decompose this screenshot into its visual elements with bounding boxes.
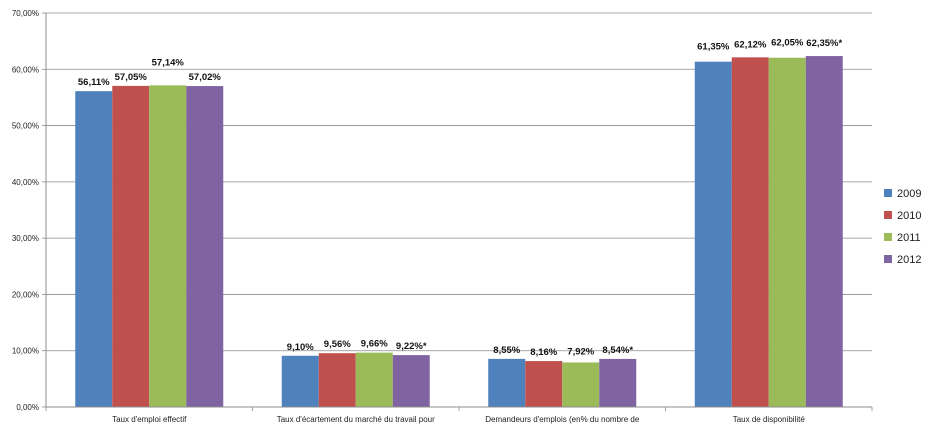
data-label-2010-0: 57,05%: [115, 72, 148, 83]
legend-label-2010: 2010: [897, 210, 921, 222]
category-label-3: Taux de disponibilité: [733, 415, 806, 424]
bar-2011-2: [562, 362, 600, 407]
y-tick-label: 30,00%: [12, 234, 39, 243]
data-label-2011-1: 9,66%: [361, 339, 388, 350]
data-label-2011-3: 62,05%: [771, 38, 804, 49]
bar-2010-1: [318, 353, 356, 407]
y-axis-ticks: 0,00% 10,00% 20,00% 30,00% 40,00% 50,00% 60,00…: [12, 9, 46, 412]
data-label-2010-1: 9,56%: [324, 339, 351, 350]
y-tick-label: 60,00%: [12, 65, 39, 74]
legend-swatch-2010: [884, 211, 892, 219]
y-tick-label: 0,00%: [16, 403, 39, 412]
data-label-2009-0: 56,11%: [78, 77, 110, 88]
data-label-2011-0: 57,14%: [152, 57, 185, 68]
bar-2010-3: [731, 57, 769, 407]
data-label-2010-3: 62,12%: [734, 39, 767, 50]
category-label-2: Demandeurs d'emplois (en% du nombre de: [485, 415, 640, 424]
y-tick-label: 70,00%: [12, 9, 39, 18]
legend-swatch-2012: [884, 255, 892, 263]
data-label-2012-0: 57,02%: [189, 72, 222, 83]
bar-2012-2: [599, 358, 637, 407]
bar-2010-0: [112, 85, 150, 407]
category-label-1: Taux d'écartement du marché du travail p…: [277, 415, 435, 424]
category-labels: Taux d'emploi effectif Taux d'écartement …: [112, 415, 805, 424]
data-labels: 56,11% 57,05% 57,14% 57,02% 9,10% 9,56% 9,66% 9…: [78, 38, 843, 358]
bar-2010-2: [525, 361, 563, 407]
bar-2011-3: [768, 57, 806, 408]
bar-2009-1: [281, 355, 319, 407]
y-tick-label: 10,00%: [12, 347, 39, 356]
legend: 2009 2010 2011 2012: [884, 188, 921, 266]
y-tick-label: 50,00%: [12, 122, 39, 131]
bars: [75, 56, 843, 408]
bar-2012-1: [392, 355, 430, 407]
bar-2012-3: [805, 56, 843, 408]
bar-2009-0: [75, 91, 113, 408]
data-label-2009-3: 61,35%: [697, 42, 730, 53]
data-label-2012-2: 8,54%*: [602, 345, 633, 356]
bar-2009-3: [694, 61, 732, 408]
bar-2009-2: [488, 358, 526, 407]
data-label-2012-1: 9,22%*: [396, 341, 427, 352]
bar-2011-0: [149, 85, 187, 408]
legend-label-2012: 2012: [897, 254, 921, 266]
data-label-2010-2: 8,16%: [530, 347, 557, 358]
axes: [45, 13, 873, 411]
legend-label-2009: 2009: [897, 188, 921, 200]
data-label-2012-3: 62,35%*: [806, 38, 842, 49]
y-tick-label: 20,00%: [12, 290, 39, 299]
legend-swatch-2009: [884, 189, 892, 197]
bar-2011-1: [355, 352, 393, 407]
legend-swatch-2011: [884, 233, 892, 241]
y-tick-label: 40,00%: [12, 178, 39, 187]
legend-label-2011: 2011: [897, 232, 921, 244]
bar-2012-0: [186, 86, 224, 407]
data-label-2011-2: 7,92%: [567, 346, 594, 357]
data-label-2009-2: 8,55%: [493, 345, 520, 356]
data-label-2009-1: 9,10%: [287, 342, 314, 353]
category-label-0: Taux d'emploi effectif: [112, 415, 187, 424]
